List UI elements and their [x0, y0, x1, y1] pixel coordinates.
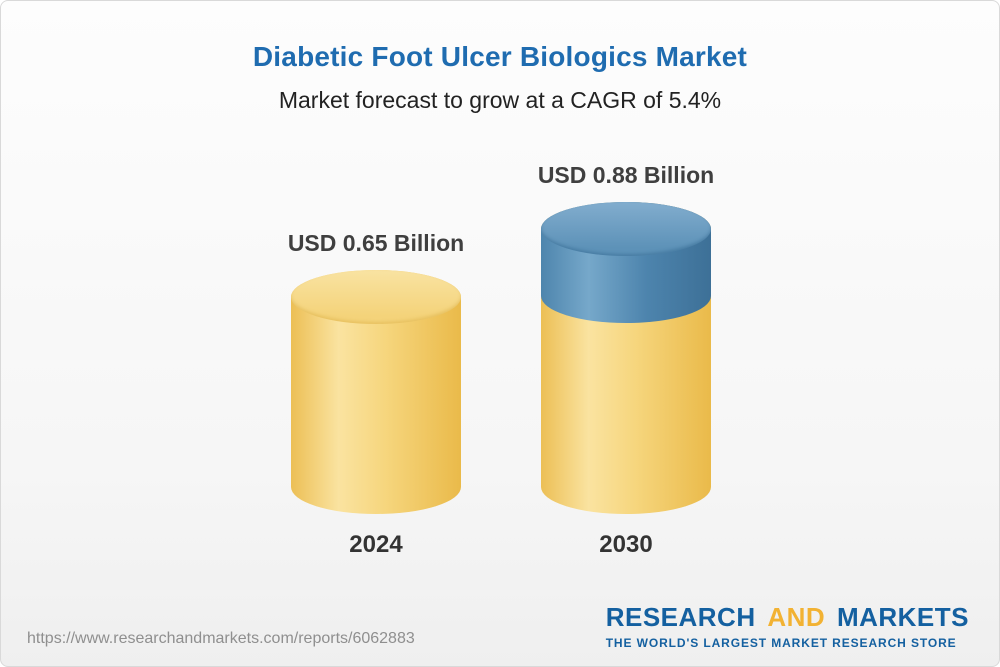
brand-logo-wordmark: RESEARCH AND MARKETS: [606, 602, 969, 633]
value-label-2030: USD 0.88 Billion: [537, 162, 715, 188]
chart-title: Diabetic Foot Ulcer Biologics Market: [252, 41, 748, 72]
brand-tagline: THE WORLD'S LARGEST MARKET RESEARCH STOR…: [605, 636, 957, 650]
brand-logo: RESEARCH AND MARKETS THE WORLD'S LARGEST…: [606, 602, 969, 650]
bar-2030-growth-segment: [541, 202, 711, 323]
brand-word-research: RESEARCH: [605, 602, 756, 632]
chart-subtitle: Market forecast to grow at a CAGR of 5.4…: [278, 87, 722, 113]
axis-label-2030: 2030: [599, 531, 653, 558]
bar-2024-cylinder: [291, 270, 461, 514]
brand-word-markets: MARKETS: [836, 602, 969, 632]
value-label-2024: USD 0.65 Billion: [287, 230, 465, 256]
bar-2024-top-cap: [291, 270, 461, 324]
bar-2030-cylinder: [541, 202, 711, 514]
report-url-link[interactable]: https://www.researchandmarkets.com/repor…: [27, 630, 415, 647]
axis-label-2024: 2024: [349, 531, 403, 558]
brand-word-and: AND: [767, 602, 826, 632]
bar-2030-top-cap: [541, 202, 711, 256]
